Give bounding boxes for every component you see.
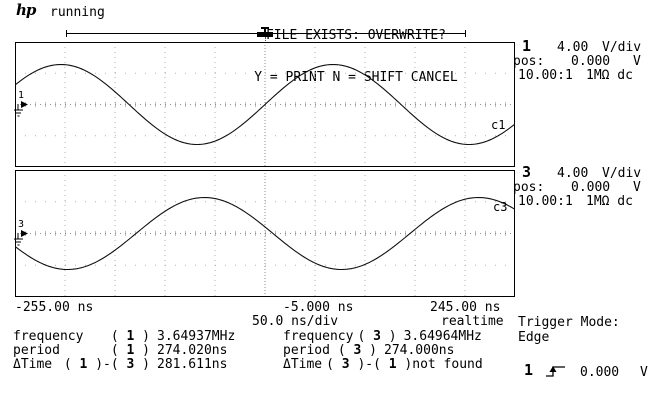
graticule-channel-3 [15,170,515,297]
system-message-line2: Y = PRINT N = SHIFT CANCEL [254,70,458,85]
measurement-name: frequency [283,329,354,344]
timebase-scale-label: 50.0 ns/div [252,314,339,329]
channel-3-scale-unit: V/div [602,166,642,181]
ground-symbol-icon [14,233,23,246]
measurement-value: 274.000ns [384,343,455,358]
channel-3-pos-value: 0.000 [571,180,611,195]
channel-3-probe: 10.00:1 [518,194,573,209]
channel-3-number: 3 [522,163,532,181]
hp-logo: hp [16,1,36,19]
trigger-position-marker [257,32,273,37]
time-center-label: -5.000 ns [283,300,354,315]
channel-3-pos-label: pos: [513,180,545,195]
trigger-source-channel: 1 [524,361,534,379]
channel-1-ground-marker: 1 [14,90,28,117]
measurement-name: frequency [13,329,84,344]
measurement-value: 3.64937MHz [157,329,236,344]
channel-1-pos-unit: V [633,54,641,69]
channel-1-trace-label: c1 [491,118,506,132]
trigger-position-drop-line [265,37,266,43]
measurement-row: ΔTime ( 1 )-( 3 ) 281.611ns [13,358,227,372]
channel-3-trace-label: c3 [493,200,508,214]
rising-edge-icon [546,366,565,377]
system-message-line1: FILE EXISTS: OVERWRITE? [265,28,446,43]
channel-1-scale-unit: V/div [602,40,642,55]
channel-3-scale: 4.00 [557,166,589,181]
trigger-marker-stem [264,29,266,32]
measurement-source: ( 3 ) [337,343,377,358]
measurement-row: frequency( 3 ) 3.64964MHz [283,330,482,344]
measurement-row: period ( 1 ) 274.020ns [13,344,227,358]
trace-position-arrow-icon [21,101,28,108]
trigger-level-value: 0.000 [580,365,620,380]
delay-bar-left-tick [66,30,67,37]
measurement-name: ΔTime [13,357,53,372]
measurement-row: ΔTime( 3 )-( 1 ) not found [283,358,483,372]
channel-1-scale: 4.00 [557,40,589,55]
measurement-name: ΔTime [283,357,323,372]
channel-1-marker-label: 1 [18,90,24,101]
channel-1-trace [15,63,515,146]
channel-1-probe: 10.00:1 [518,68,573,83]
measurement-source: ( 1 ) [110,343,150,358]
measurement-name: period [13,343,60,358]
measurement-value: not found [412,357,483,372]
trace-position-arrow-icon [21,230,28,237]
measurement-row: period ( 3 ) 274.000ns [283,344,454,358]
channel-1-number: 1 [522,37,532,55]
measurement-value: 3.64964MHz [403,329,482,344]
ground-symbol-icon [14,104,23,117]
measurement-value: 281.611ns [157,357,228,372]
graticule-grid [15,170,515,297]
measurement-value: 274.020ns [157,343,228,358]
trigger-mode-label: Trigger Mode: [518,315,620,330]
measurement-row: frequency ( 1 ) 3.64937MHz [13,330,235,344]
delay-bar-right-tick [465,30,466,37]
time-right-label: 245.00 ns [430,300,501,315]
channel-1-pos-value: 0.000 [571,54,611,69]
trigger-mode-value: Edge [518,330,550,345]
acquisition-mode-label: realtime [441,314,504,329]
channel-3-trace [15,196,515,271]
channel-3-pos-unit: V [633,180,641,195]
channel-3-coupling: 1MΩ dc [586,194,633,209]
graticule-channel-1 [15,42,515,167]
channel-1-pos-label: pos: [513,54,545,69]
run-status: running [50,5,105,20]
measurement-name: period [283,343,330,358]
channel-3-marker-label: 3 [18,219,24,230]
measurement-source: ( 3 )-( 1 ) [326,357,413,372]
channel-3-ground-marker: 3 [14,219,28,246]
system-message: FILE EXISTS: OVERWRITE? Y = PRINT N = SH… [230,1,482,113]
trigger-level-unit: V [640,365,648,380]
measurement-source: ( 1 )-( 3 ) [63,357,150,372]
channel-1-coupling: 1MΩ dc [586,68,633,83]
trigger-marker-handle [261,27,269,29]
measurement-source: ( 1 ) [110,329,150,344]
time-left-label: -255.00 ns [15,300,94,315]
measurement-source: ( 3 ) [357,329,397,344]
